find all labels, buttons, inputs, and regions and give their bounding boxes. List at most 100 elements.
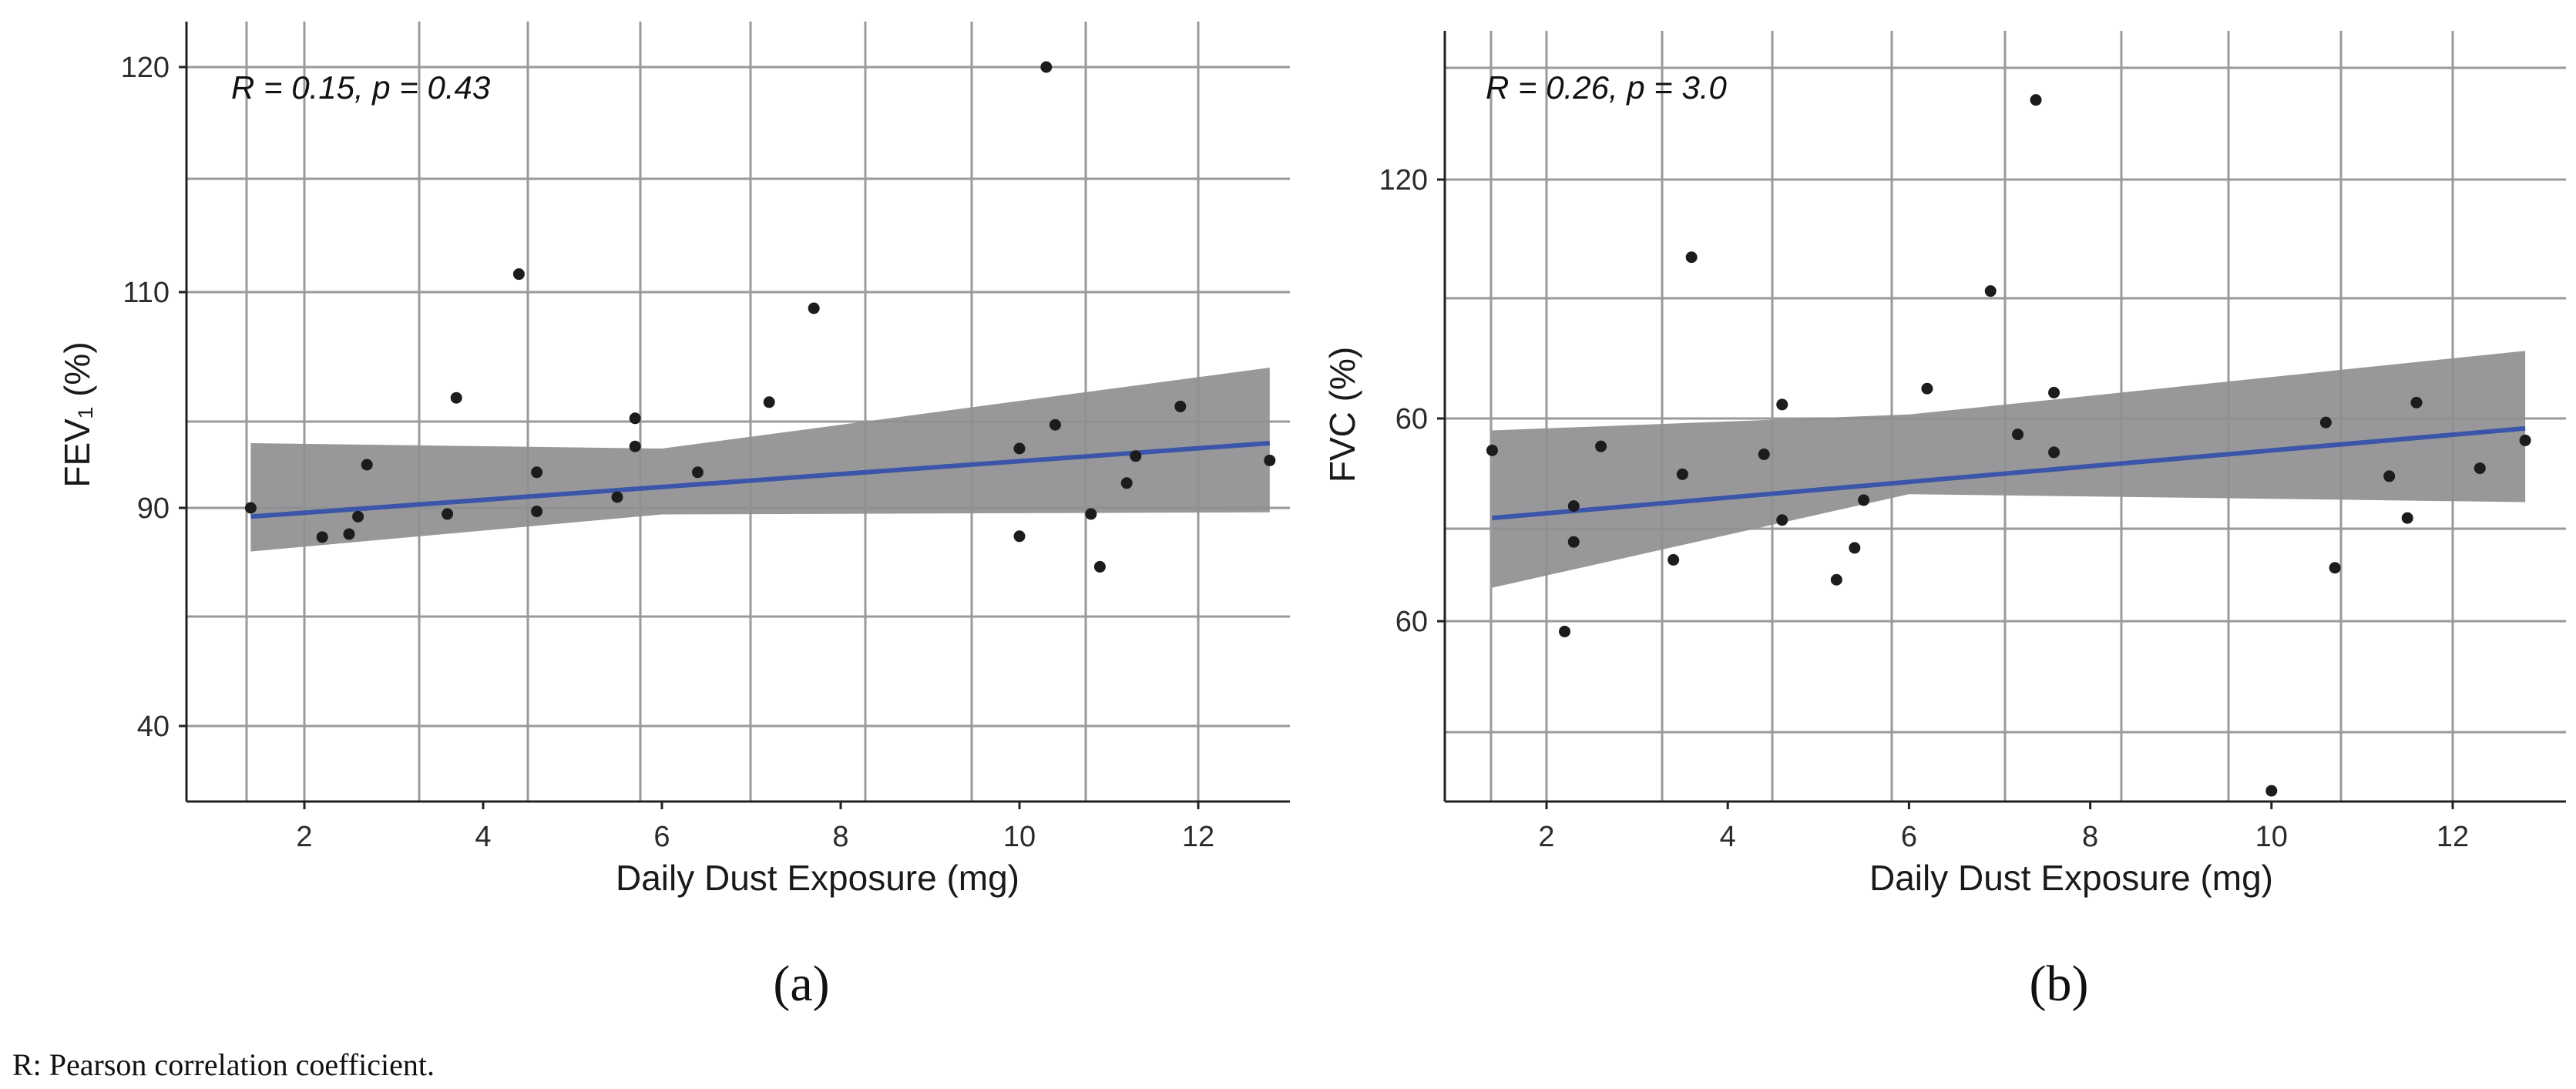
data-point — [2012, 429, 2024, 441]
data-point — [2401, 512, 2413, 524]
data-point — [1685, 251, 1698, 264]
data-point — [1668, 553, 1680, 566]
data-point — [1921, 382, 1933, 395]
data-point — [352, 510, 364, 523]
data-point — [1040, 61, 1053, 73]
y-tick-label: 120 — [1379, 164, 1428, 197]
panel-b-fvc: 2 4 6 8 10 12 60 60 120 R = 0.26, p = 3.0 Daily… — [1322, 31, 2566, 1012]
panel-label-a: (a) — [773, 956, 829, 1012]
y-tick-label: 60 — [1395, 403, 1428, 435]
x-tick-labels: 2 4 6 8 10 12 — [1538, 802, 2469, 853]
axes — [1443, 31, 2566, 803]
regression-line-path — [250, 441, 1271, 519]
data-point — [1049, 418, 1061, 431]
correlation-annotation: R = 0.26, p = 3.0 — [1486, 69, 1728, 106]
x-tick-label: 2 — [1538, 821, 1554, 853]
y-axis-title: FEV₁ (%) — [57, 341, 97, 487]
data-point — [2410, 396, 2423, 408]
y-tick-label: 90 — [137, 492, 170, 525]
y-tick-label: 40 — [137, 711, 170, 743]
x-tick-label: 6 — [653, 821, 670, 853]
data-point — [2383, 470, 2396, 482]
x-tick-label: 8 — [832, 821, 848, 853]
x-tick-label: 4 — [1720, 821, 1736, 853]
data-point — [629, 412, 641, 425]
data-point — [2319, 416, 2332, 429]
data-point — [2265, 785, 2278, 797]
regression-line — [250, 441, 1271, 519]
panel-a-fev1: 2 4 6 8 10 12 40 90 110 120 R = 0.15, p = 0.43 D… — [57, 22, 1290, 1012]
data-point — [343, 528, 355, 540]
data-points — [1486, 94, 2531, 797]
data-point — [316, 531, 328, 543]
data-points — [244, 61, 1276, 573]
y-tick-labels: 60 60 120 — [1379, 164, 1445, 638]
regression-line-path — [1492, 425, 2526, 521]
y-tick-label: 120 — [121, 52, 170, 84]
y-tick-label: 110 — [123, 277, 170, 309]
data-point — [1830, 573, 1842, 586]
data-point — [1984, 285, 1997, 297]
regression-line — [1492, 425, 2526, 521]
confidence-band — [1492, 351, 2526, 588]
data-point — [1858, 494, 1870, 506]
data-point — [1174, 400, 1187, 412]
y-tick-label: 60 — [1395, 606, 1428, 638]
data-point — [1849, 542, 1861, 554]
y-tick-labels: 40 90 110 120 — [121, 52, 186, 743]
data-point — [512, 268, 525, 281]
correlation-annotation: R = 0.15, p = 0.43 — [231, 69, 490, 106]
x-tick-label: 12 — [1182, 821, 1214, 853]
data-point — [2519, 434, 2531, 446]
data-point — [2030, 94, 2042, 106]
data-point — [1758, 449, 1770, 460]
data-point — [1559, 625, 1571, 637]
footnote: R: Pearson correlation coefficient. — [12, 1047, 435, 1082]
data-point — [1676, 468, 1688, 480]
data-point — [2048, 446, 2060, 459]
data-point — [1093, 560, 1106, 573]
y-axis-title: FVC (%) — [1322, 347, 1362, 482]
data-point — [763, 396, 775, 408]
x-axis-title: Daily Dust Exposure (mg) — [1869, 858, 2273, 898]
data-point — [531, 466, 543, 479]
x-tick-label: 8 — [2082, 821, 2098, 853]
data-point — [1486, 444, 1498, 456]
data-point — [361, 459, 373, 471]
data-point — [629, 440, 641, 452]
data-point — [2048, 386, 2060, 398]
confidence-band — [250, 368, 1270, 552]
data-point — [2329, 562, 2341, 574]
data-point — [244, 502, 257, 514]
data-point — [1130, 450, 1142, 462]
data-point — [442, 508, 454, 520]
x-tick-label: 12 — [2437, 821, 2469, 853]
data-point — [611, 491, 623, 503]
data-point — [450, 392, 462, 404]
data-point — [1120, 477, 1133, 489]
data-point — [808, 302, 820, 314]
x-axis-title: Daily Dust Exposure (mg) — [616, 858, 1019, 898]
data-point — [531, 506, 543, 518]
confidence-band-area — [250, 368, 1270, 552]
data-point — [1595, 440, 1607, 452]
x-tick-label: 2 — [296, 821, 312, 853]
data-point — [691, 466, 704, 479]
data-point — [1567, 536, 1580, 548]
data-point — [2474, 462, 2486, 475]
x-tick-label: 6 — [1901, 821, 1917, 853]
x-tick-label: 4 — [475, 821, 491, 853]
x-tick-label: 10 — [1003, 821, 1036, 853]
axes — [185, 22, 1290, 803]
data-point — [1776, 514, 1788, 526]
data-point — [1567, 500, 1580, 513]
data-point — [1013, 530, 1026, 543]
x-tick-labels: 2 4 6 8 10 12 — [296, 802, 1214, 853]
data-point — [1085, 508, 1097, 520]
panel-label-b: (b) — [2030, 956, 2089, 1012]
x-tick-label: 10 — [2255, 821, 2288, 853]
data-point — [1776, 398, 1788, 411]
data-point — [1264, 454, 1276, 466]
data-point — [1013, 442, 1026, 455]
